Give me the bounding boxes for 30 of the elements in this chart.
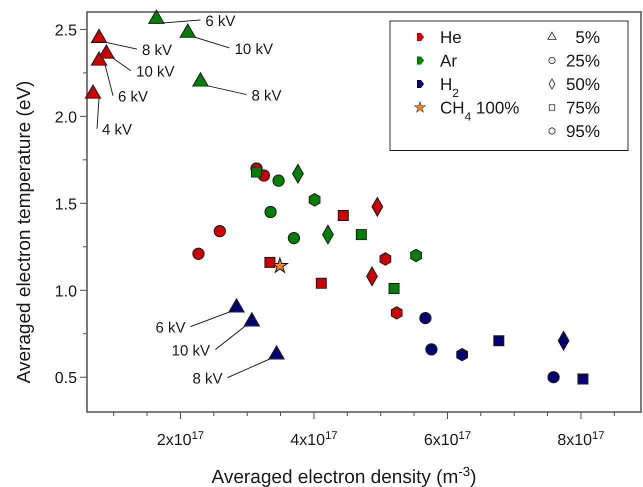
y-tick-label: 2.0 [54, 109, 78, 126]
annotation: 6 kV [156, 320, 186, 337]
x-tick-label: 6x10$^{17}$ [424, 430, 472, 449]
y-tick-label: 0.5 [54, 370, 78, 388]
annotation: 8 kV [251, 88, 282, 105]
legend-label: CH$_{4}$ 100% [440, 98, 520, 124]
annotation: 95% [566, 122, 600, 141]
legend-label: H$_{2}$ [440, 75, 460, 100]
annotation: 50% [566, 75, 600, 94]
annotation: 4 kV [102, 122, 132, 139]
annotation: 8 kV [192, 370, 223, 388]
y-axis-title: Averaged electron temperature (eV) [14, 80, 35, 384]
x-tick-label: 8x10$^{17}$ [557, 430, 605, 449]
legend-label: He [440, 28, 462, 47]
annotation: 10 kV [136, 64, 175, 81]
annotation: 25% [566, 52, 600, 70]
y-tick-label: 1.0 [54, 283, 78, 300]
annotation: 10 kV [172, 342, 210, 360]
annotation: 6 kV [118, 88, 148, 106]
y-tick-label: 1.5 [54, 196, 78, 214]
x-tick-label: 4x10$^{17}$ [290, 430, 338, 449]
legend-label: Ar [440, 52, 458, 70]
annotation: 75% [566, 98, 600, 118]
y-tick-label: 2.5 [54, 22, 78, 40]
annotation: 8 kV [142, 42, 172, 60]
annotation: 5% [575, 28, 600, 47]
x-axis-title: Averaged electron density (m$^{-3}$) [212, 464, 476, 487]
annotation: 10 kV [234, 40, 273, 58]
x-tick-label: 2x10$^{17}$ [156, 430, 204, 449]
annotation: 6 kV [205, 12, 236, 30]
